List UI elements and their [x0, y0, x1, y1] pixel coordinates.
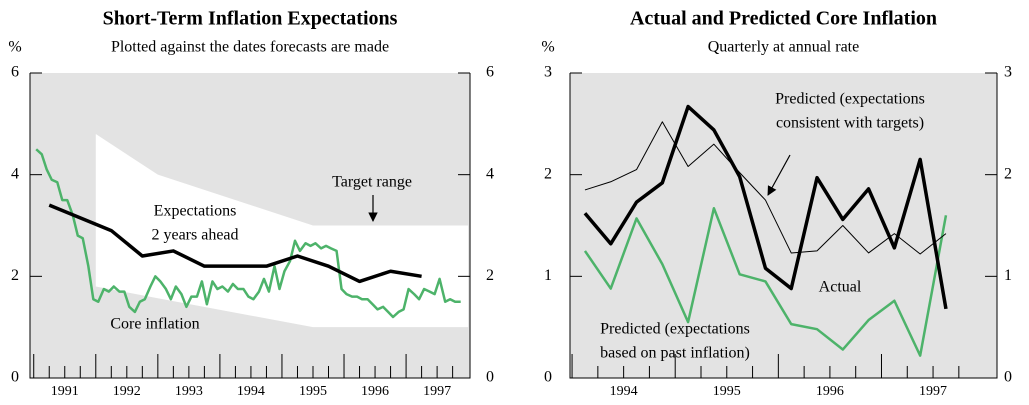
y-tick-label-right: 1 — [1004, 267, 1012, 284]
y-tick-label-right: 6 — [486, 64, 494, 81]
y-tick-label-right: 4 — [486, 165, 494, 182]
y-tick-label: 4 — [11, 165, 19, 182]
series-label: Expectations — [154, 203, 237, 220]
y-tick-label: 0 — [11, 369, 19, 386]
axis-frame — [29, 73, 471, 379]
x-tick-label: 1997 — [919, 384, 947, 399]
x-tick-label: 1995 — [713, 384, 741, 399]
chart-subtitle: Quarterly at annual rate — [708, 39, 859, 56]
series-line — [583, 206, 948, 357]
series-label: 2 years ahead — [151, 227, 238, 244]
series-line — [35, 148, 461, 319]
series-line — [584, 121, 947, 255]
x-tick-label: 1996 — [816, 384, 844, 399]
series-label: Predicted (expectations — [600, 321, 750, 338]
y-tick-label-right: 0 — [486, 369, 494, 386]
series-line — [583, 104, 948, 310]
chart-title: Actual and Predicted Core Inflation — [630, 8, 937, 30]
y-tick-label-right: 3 — [1004, 64, 1012, 81]
y-tick-label: 6 — [11, 64, 19, 81]
x-tick-label: 1997 — [423, 384, 451, 399]
x-tick-label: 1994 — [237, 384, 265, 399]
annotation-arrow — [767, 154, 791, 196]
y-tick-label: 0 — [544, 369, 552, 386]
target-band — [95, 134, 469, 328]
series-label: Predicted (expectations — [775, 91, 925, 108]
chart-subtitle: Plotted against the dates forecasts are … — [111, 39, 389, 56]
y-tick-label: 2 — [544, 165, 552, 182]
series-label: consistent with targets) — [776, 115, 924, 132]
chart-title: Short-Term Inflation Expectations — [103, 8, 398, 30]
y-axis-label: % — [541, 39, 554, 56]
series-label: based on past inflation) — [600, 345, 750, 362]
y-tick-label-right: 2 — [1004, 165, 1012, 182]
series-label: Actual — [819, 279, 862, 296]
y-tick-label: 3 — [544, 64, 552, 81]
annotation: Target range — [332, 174, 412, 191]
x-tick-label: 1992 — [113, 384, 141, 399]
x-tick-label: 1991 — [51, 384, 79, 399]
series-line — [48, 203, 422, 284]
series-label: Core inflation — [110, 316, 199, 333]
x-tick-label: 1995 — [299, 384, 327, 399]
axis-frame — [569, 73, 998, 379]
y-tick-label: 2 — [11, 267, 19, 284]
x-tick-label: 1994 — [610, 384, 638, 399]
y-tick-label: 1 — [544, 267, 552, 284]
y-tick-label-right: 2 — [486, 267, 494, 284]
x-tick-label: 1996 — [361, 384, 389, 399]
y-tick-label-right: 0 — [1004, 369, 1012, 386]
y-axis-label: % — [8, 39, 21, 56]
x-tick-label: 1993 — [175, 384, 203, 399]
